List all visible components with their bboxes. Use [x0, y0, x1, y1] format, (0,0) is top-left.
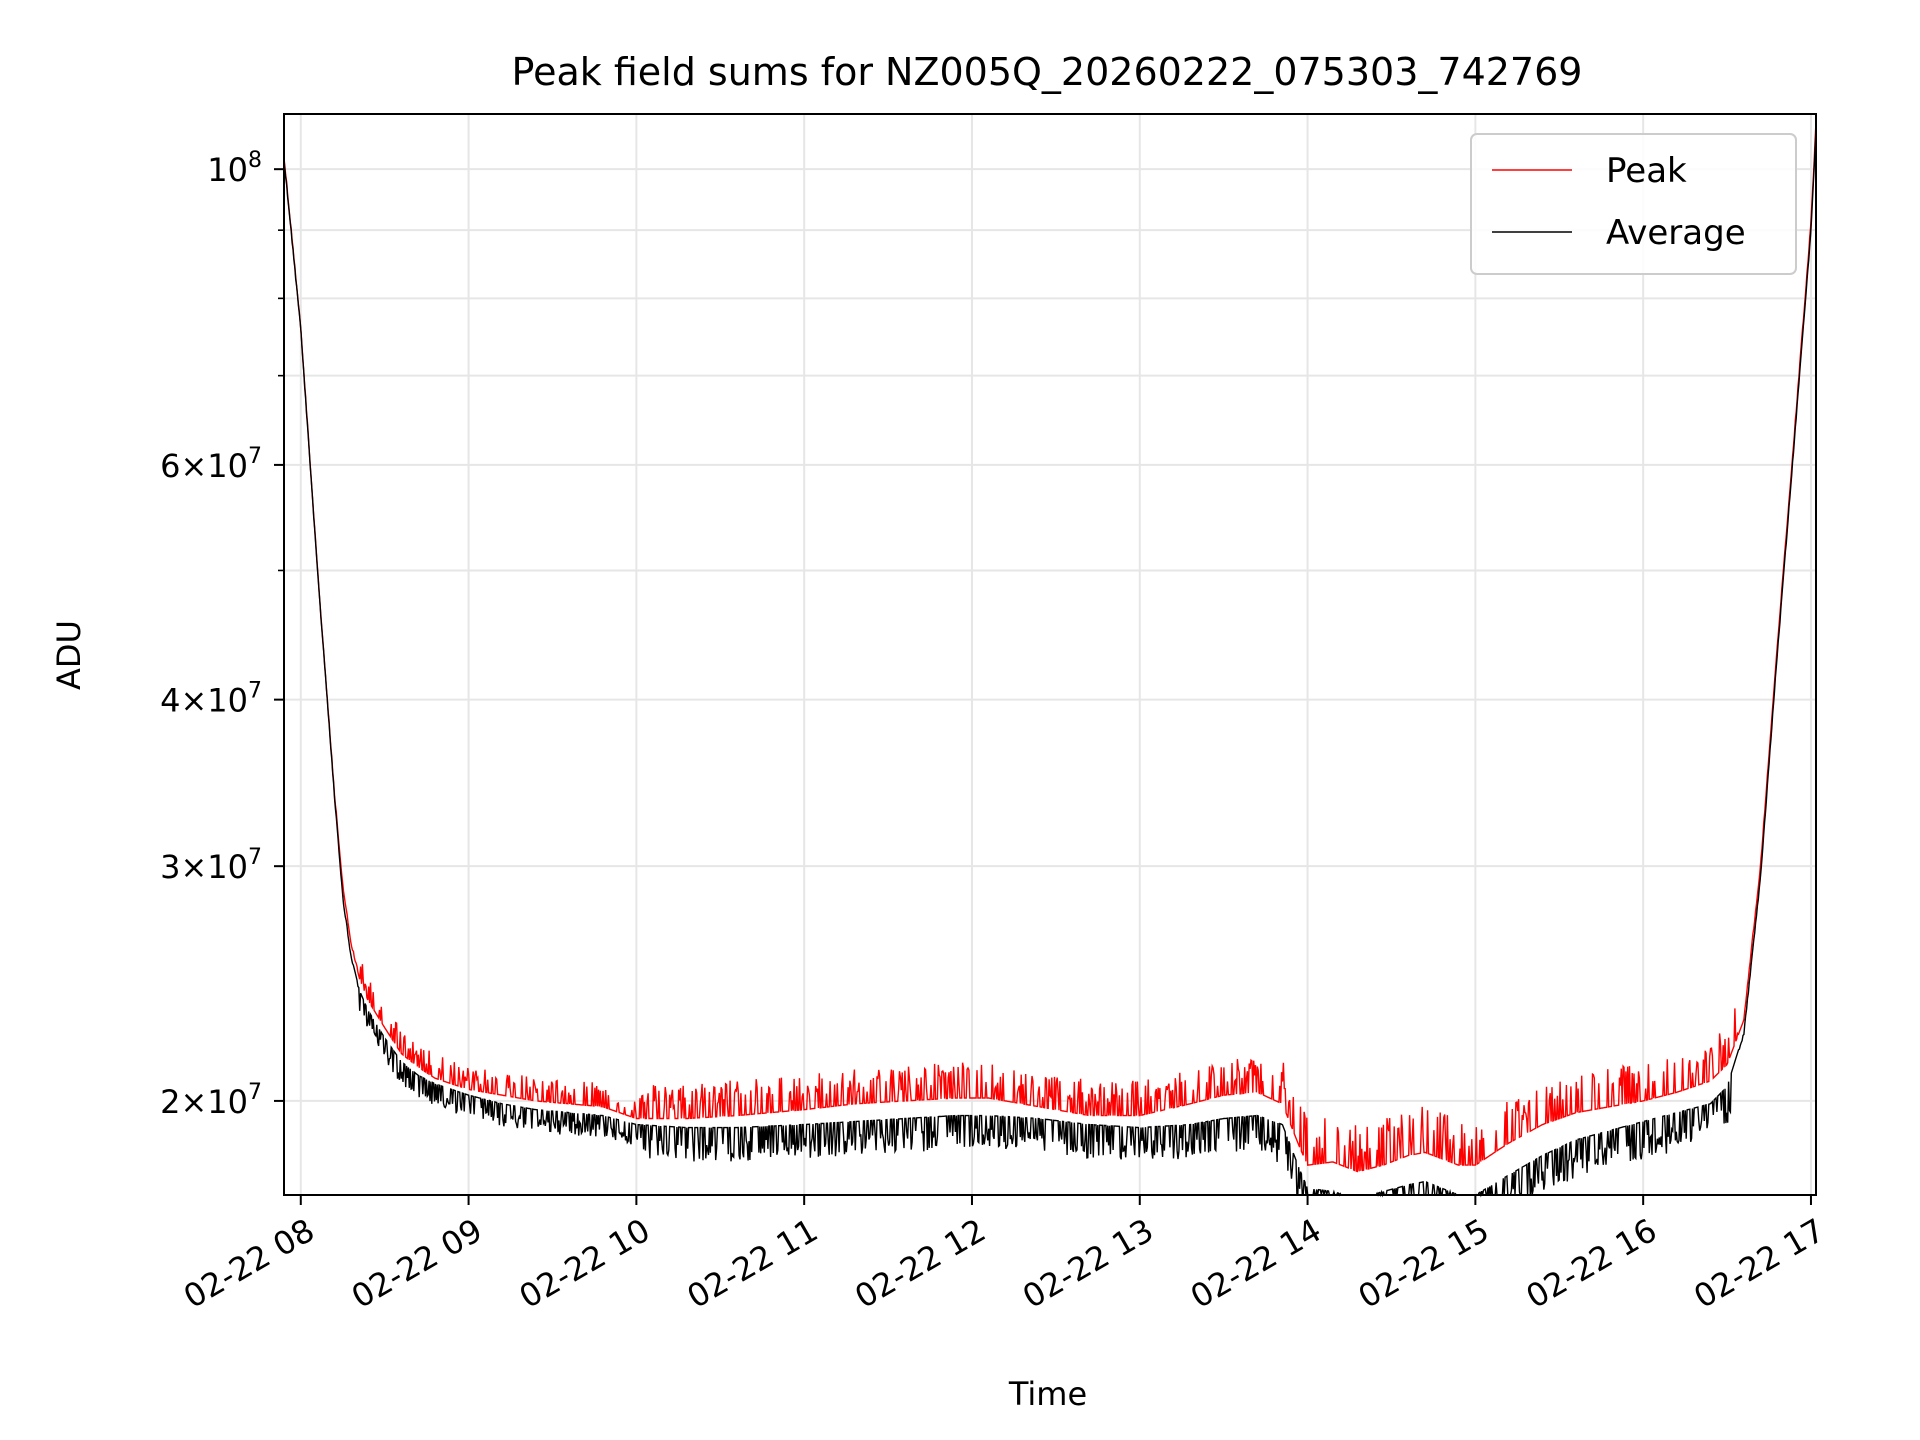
x-axis-label: Time [1008, 1375, 1087, 1413]
series-line-peak [283, 121, 1817, 1173]
plot-frame [283, 113, 1817, 1196]
y-tick-label: 6×107 [160, 444, 262, 485]
y-tick-label: 4×107 [160, 679, 262, 720]
y-tick-label: 3×107 [160, 845, 262, 886]
legend-frame [1470, 133, 1797, 275]
y-axis-label: ADU [50, 620, 88, 690]
chart-title: Peak field sums for NZ005Q_20260222_0753… [512, 50, 1583, 94]
series-layer [283, 121, 1817, 1198]
legend: Peak Average [1470, 133, 1797, 275]
series-line-average [283, 129, 1817, 1198]
legend-average-label: Average [1606, 213, 1746, 253]
y-tick-label: 108 [207, 148, 262, 189]
y-tick-label: 2×107 [160, 1080, 262, 1121]
axes-layer [283, 113, 1817, 1196]
legend-peak-label: Peak [1606, 151, 1687, 191]
